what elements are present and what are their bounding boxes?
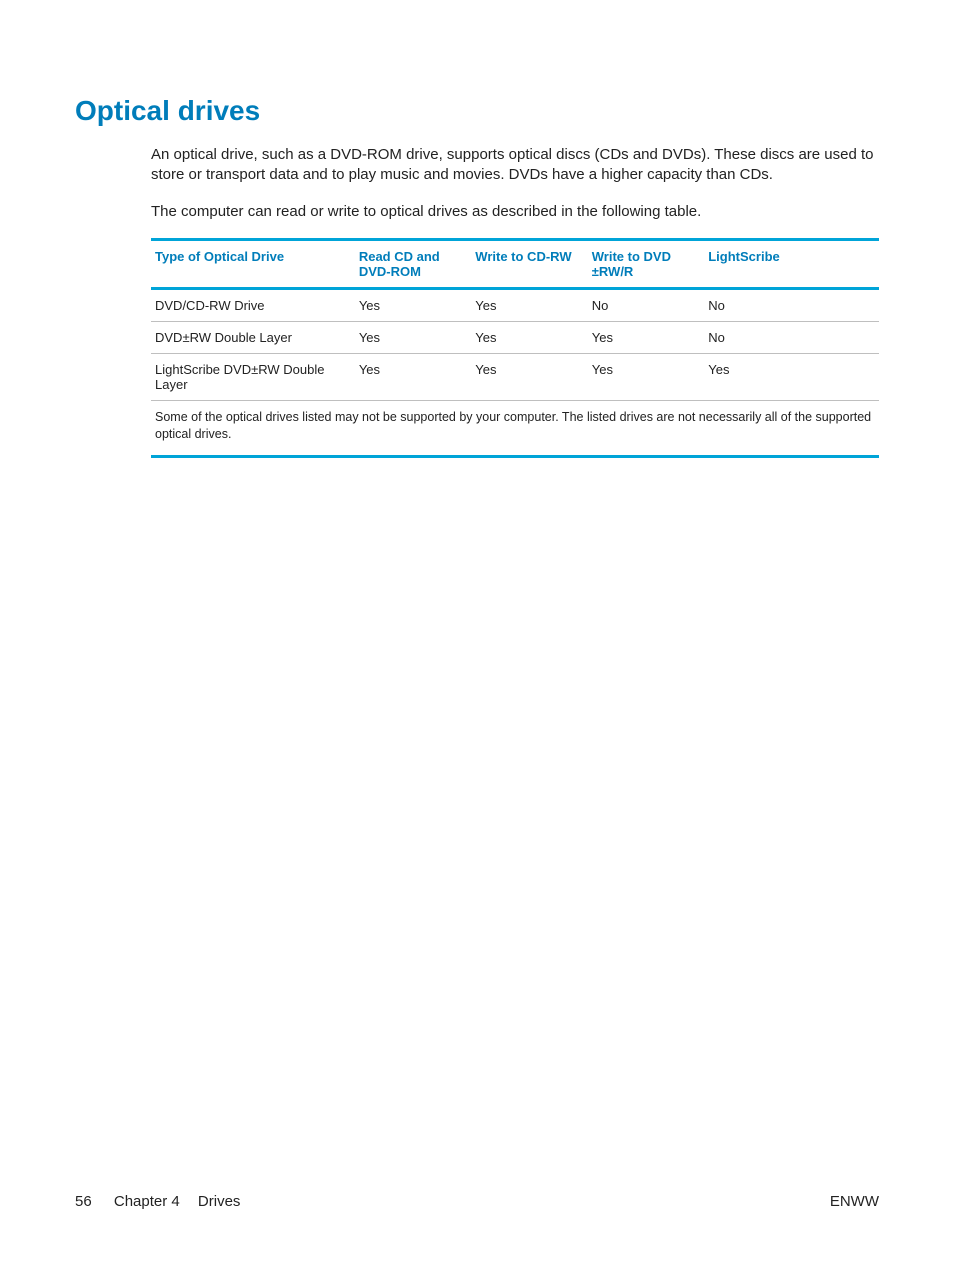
cell-write-dvd: Yes [588, 353, 704, 400]
cell-drive-type: DVD/CD-RW Drive [151, 288, 355, 321]
cell-write-cdrw: Yes [471, 353, 587, 400]
cell-drive-type: DVD±RW Double Layer [151, 321, 355, 353]
document-page: Optical drives An optical drive, such as… [0, 0, 954, 1270]
cell-read: Yes [355, 353, 471, 400]
cell-drive-type: LightScribe DVD±RW Double Layer [151, 353, 355, 400]
cell-lightscribe: Yes [704, 353, 879, 400]
chapter-label: Chapter 4 [114, 1193, 180, 1210]
table-row: LightScribe DVD±RW Double Layer Yes Yes … [151, 353, 879, 400]
cell-lightscribe: No [704, 288, 879, 321]
col-header-read: Read CD and DVD-ROM [355, 239, 471, 288]
paragraph-intro: An optical drive, such as a DVD-ROM driv… [151, 145, 879, 186]
cell-write-dvd: Yes [588, 321, 704, 353]
page-number: 56 [75, 1193, 92, 1210]
cell-read: Yes [355, 321, 471, 353]
cell-write-cdrw: Yes [471, 321, 587, 353]
cell-write-dvd: No [588, 288, 704, 321]
col-header-type: Type of Optical Drive [151, 239, 355, 288]
section-heading: Optical drives [75, 95, 879, 127]
cell-read: Yes [355, 288, 471, 321]
table-header-row: Type of Optical Drive Read CD and DVD-RO… [151, 239, 879, 288]
page-footer: 56 Chapter 4 Drives ENWW [75, 1193, 879, 1210]
footer-left: 56 Chapter 4 Drives [75, 1193, 240, 1210]
optical-drives-table: Type of Optical Drive Read CD and DVD-RO… [151, 238, 879, 401]
col-header-write-cdrw: Write to CD-RW [471, 239, 587, 288]
table-row: DVD±RW Double Layer Yes Yes Yes No [151, 321, 879, 353]
col-header-lightscribe: LightScribe [704, 239, 879, 288]
body-text-block: An optical drive, such as a DVD-ROM driv… [151, 145, 879, 222]
table-footnote: Some of the optical drives listed may no… [151, 401, 879, 458]
cell-write-cdrw: Yes [471, 288, 587, 321]
optical-drives-table-wrap: Type of Optical Drive Read CD and DVD-RO… [151, 238, 879, 458]
table-row: DVD/CD-RW Drive Yes Yes No No [151, 288, 879, 321]
chapter-title: Drives [198, 1193, 241, 1210]
paragraph-table-lead: The computer can read or write to optica… [151, 202, 879, 222]
cell-lightscribe: No [704, 321, 879, 353]
col-header-write-dvd: Write to DVD ±RW/R [588, 239, 704, 288]
footer-right: ENWW [830, 1193, 879, 1210]
